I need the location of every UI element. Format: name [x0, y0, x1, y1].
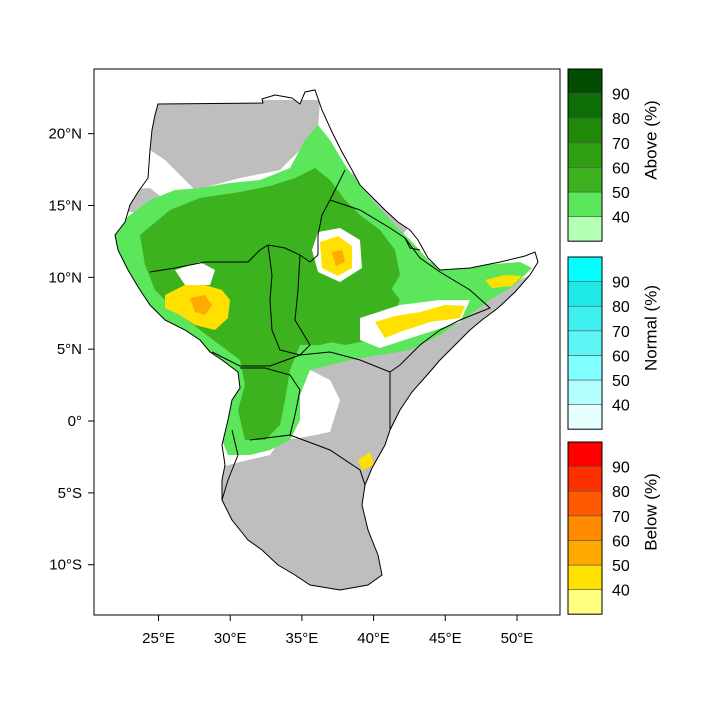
lat-tick-label: 5°S [58, 485, 82, 502]
colorbar-tick-label: 60 [612, 348, 630, 365]
colorbar-tick-label: 90 [612, 275, 630, 292]
lon-tick-label: 30°E [214, 630, 247, 647]
longitude-axis: 25°E 30°E 35°E 40°E 45°E 50°E [142, 615, 533, 647]
border-sudan-south [149, 244, 319, 273]
lon-tick-label: 40°E [357, 630, 390, 647]
lat-tick-label: 5°N [57, 341, 82, 358]
border-tanzania [289, 434, 366, 486]
colorbar-above: 40 50 60 70 80 90 [567, 68, 630, 242]
colorbar-swatch [567, 540, 603, 566]
colorbar-swatch [567, 191, 603, 217]
below-40-50-kenya-coast [358, 452, 374, 470]
colorbar-swatch [567, 330, 603, 356]
colorbar-swatch [567, 256, 603, 282]
colorbar-normal: 40 50 60 70 80 90 [567, 256, 630, 430]
colorbar-tick-label: 60 [612, 533, 630, 550]
colorbar-tick-label: 40 [612, 398, 630, 415]
colorbar-swatch [567, 404, 603, 430]
colorbar-tick-label: 40 [612, 583, 630, 600]
colorbar-swatch [567, 117, 603, 144]
latitude-axis: 20°N 15°N 10°N 5°N 0° 5°S 10°S [48, 126, 94, 574]
colorbar-swatch [567, 466, 603, 492]
colorbar-tick-label: 70 [612, 509, 630, 526]
colorbar-swatch [567, 441, 603, 467]
border-ethiopia-somalia [389, 237, 491, 373]
legend-below-title: Below (%) [641, 473, 660, 550]
border-eritrea [329, 199, 406, 239]
colorbar-swatch [567, 216, 603, 242]
legend-above: 40 50 60 70 80 90 Above (%) [567, 68, 660, 242]
colorbar-tick-label: 70 [612, 136, 630, 153]
border-sudan-west [267, 244, 301, 356]
colorbar-swatch [567, 167, 603, 193]
map-panel: 25°E 30°E 35°E 40°E 45°E 50°E 20°N 15°N 10°N 5°N… [48, 68, 561, 647]
colorbar-tick-label: 80 [612, 484, 630, 501]
colorbar-tick-label: 70 [612, 324, 630, 341]
lon-tick-label: 35°E [286, 630, 319, 647]
lon-tick-label: 50°E [501, 630, 534, 647]
lat-tick-label: 10°S [49, 557, 82, 574]
colorbar-tick-label: 60 [612, 160, 630, 177]
colorbar-tick-label: 50 [612, 373, 630, 390]
colorbar-swatch [567, 281, 603, 307]
colorbar-swatch [567, 490, 603, 517]
colorbar-tick-label: 80 [612, 299, 630, 316]
colorbar-outline [567, 441, 603, 615]
below-40-50-somalia-north [485, 275, 522, 288]
white-patch-west [175, 262, 215, 285]
border-south-sudan-east [294, 254, 311, 356]
border-djibouti [404, 237, 421, 251]
country-borders [149, 169, 491, 501]
lat-tick-label: 10°N [48, 269, 82, 286]
colorbar-swatch [567, 564, 603, 590]
legend-normal: 40 50 60 70 80 90 Normal (%) [567, 256, 660, 430]
border-sudan-ethiopia [317, 169, 346, 255]
colorbar-tick-label: 90 [612, 460, 630, 477]
colorbar-tick-label: 80 [612, 111, 630, 128]
colorbar-swatch [567, 68, 603, 94]
lat-tick-label: 15°N [48, 198, 82, 215]
colorbar-swatch [567, 589, 603, 615]
border-south-sudan-south [211, 351, 301, 367]
colorbar-swatch [567, 379, 603, 405]
colorbar-tick-label: 50 [612, 558, 630, 575]
colorbar-swatch [567, 515, 603, 541]
colorbar-swatch [567, 355, 603, 381]
legend-normal-title: Normal (%) [641, 285, 660, 371]
border-kenya-north [299, 351, 391, 430]
colorbar-tick-label: 50 [612, 185, 630, 202]
lat-tick-label: 20°N [48, 126, 82, 143]
colorbar-tick-label: 90 [612, 87, 630, 104]
colorbar-outline [567, 256, 603, 430]
below-50-60-ethiopia [332, 250, 345, 266]
border-drc-east [221, 429, 239, 501]
colorbar-tick-label: 40 [612, 210, 630, 227]
colorbar-swatch [567, 305, 603, 332]
lon-tick-label: 25°E [142, 630, 175, 647]
colorbar-swatch [567, 93, 603, 119]
legend-below: 40 50 60 70 80 90 Below (%) [567, 441, 660, 615]
colorbar-below: 40 50 60 70 80 90 [567, 441, 630, 615]
lon-tick-label: 45°E [429, 630, 462, 647]
legend-above-title: Above (%) [641, 100, 660, 179]
below-50-60-west [190, 295, 212, 315]
colorbar-swatch [567, 142, 603, 168]
below-40-50-east-band [375, 305, 465, 338]
colorbar-outline [567, 68, 603, 242]
lat-tick-label: 0° [68, 413, 82, 430]
grey-region-north [150, 100, 320, 190]
